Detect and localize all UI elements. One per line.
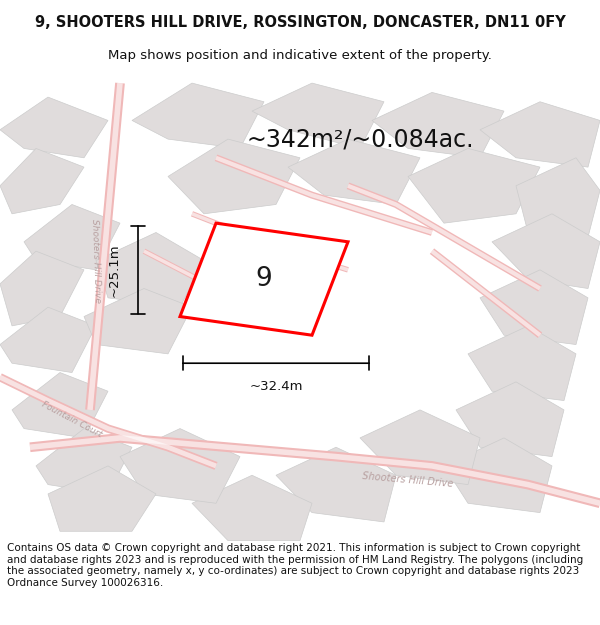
Polygon shape [24,204,120,270]
Polygon shape [276,448,396,522]
Polygon shape [120,429,240,503]
Polygon shape [132,83,264,149]
Polygon shape [372,92,504,158]
Polygon shape [408,149,540,223]
Polygon shape [192,475,312,541]
Polygon shape [0,307,96,372]
Polygon shape [48,466,156,531]
Text: ~32.4m: ~32.4m [249,380,303,393]
Text: Map shows position and indicative extent of the property.: Map shows position and indicative extent… [108,49,492,62]
Polygon shape [96,232,204,307]
Polygon shape [180,223,348,335]
Polygon shape [516,158,600,237]
Text: Fountain Court: Fountain Court [40,399,104,439]
Text: Shooters Hill Drive: Shooters Hill Drive [362,471,454,489]
Text: 9: 9 [256,266,272,292]
Polygon shape [480,102,600,167]
Polygon shape [456,382,564,457]
Polygon shape [36,429,132,494]
Text: ~342m²/~0.084ac.: ~342m²/~0.084ac. [246,127,474,151]
Polygon shape [168,139,300,214]
Polygon shape [468,326,576,401]
Polygon shape [288,139,420,204]
Polygon shape [480,270,588,344]
Polygon shape [84,289,192,354]
Text: ~25.1m: ~25.1m [107,243,121,297]
Polygon shape [12,372,108,438]
Polygon shape [0,97,108,158]
Text: Shooters Hill Drive: Shooters Hill Drive [90,218,102,302]
Polygon shape [252,83,384,149]
Polygon shape [492,214,600,289]
Polygon shape [444,438,552,512]
Text: Contains OS data © Crown copyright and database right 2021. This information is : Contains OS data © Crown copyright and d… [7,543,583,588]
Polygon shape [0,251,84,326]
Text: 9, SHOOTERS HILL DRIVE, ROSSINGTON, DONCASTER, DN11 0FY: 9, SHOOTERS HILL DRIVE, ROSSINGTON, DONC… [35,14,565,29]
Polygon shape [360,410,480,484]
Polygon shape [0,149,84,214]
